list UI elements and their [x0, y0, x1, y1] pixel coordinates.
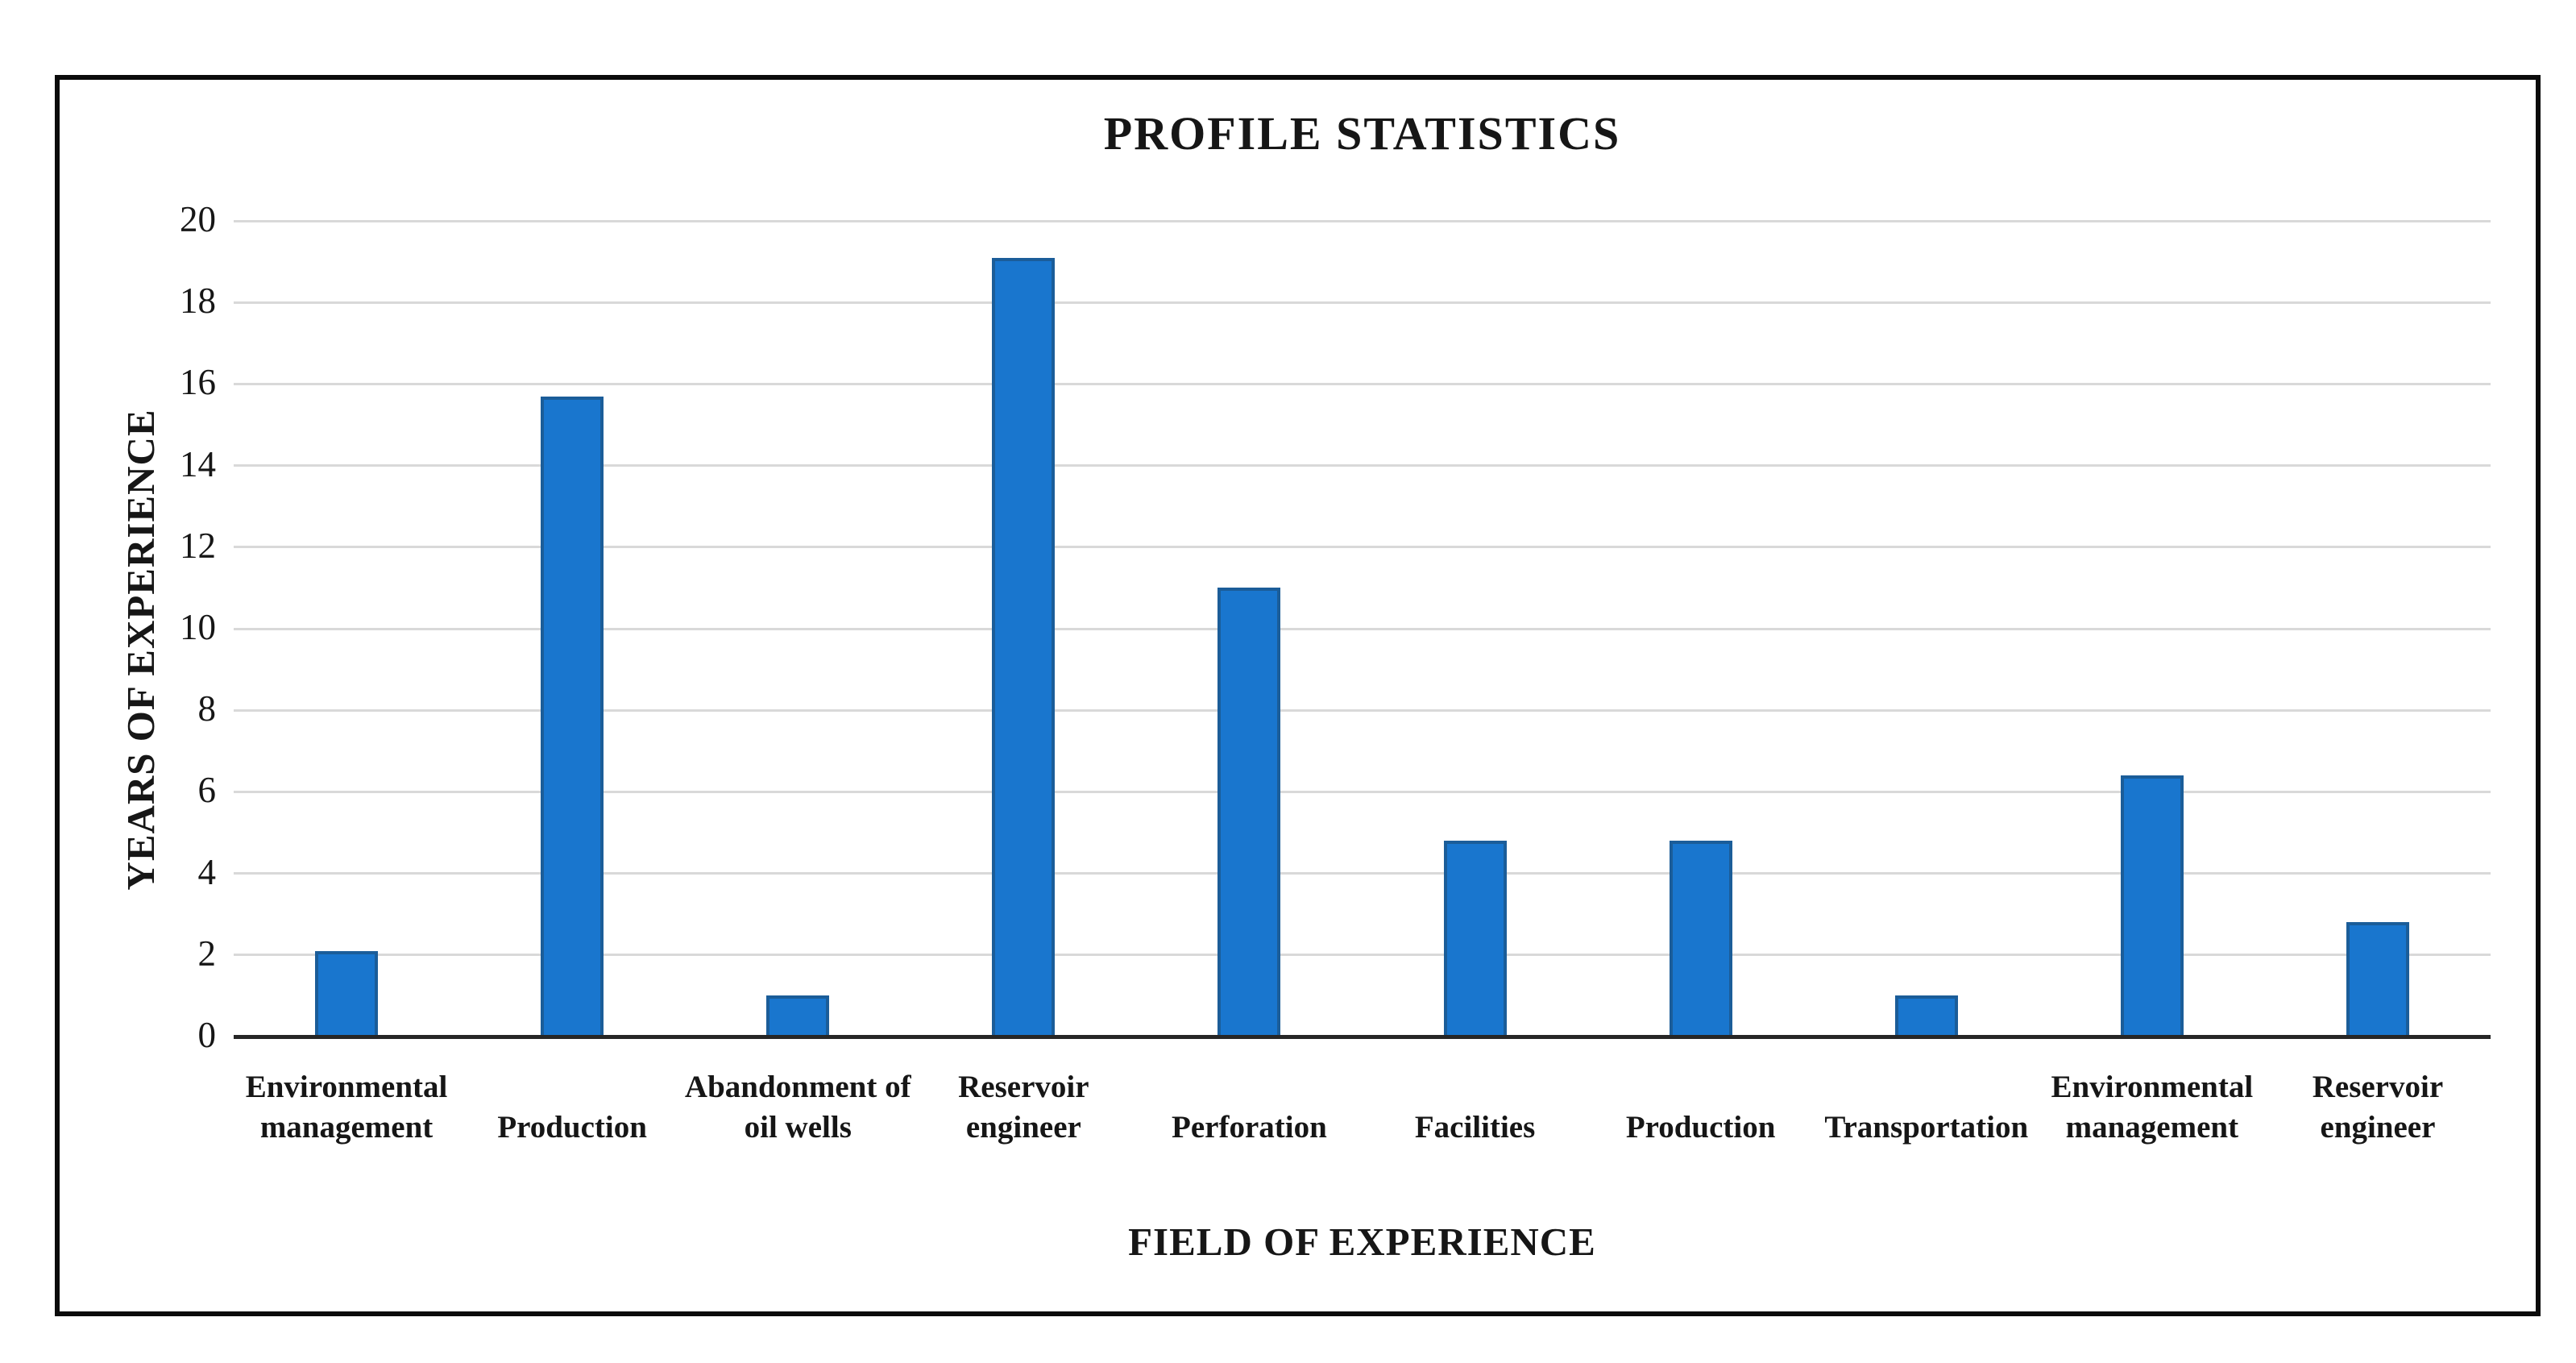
gridline-2	[234, 954, 2491, 957]
gridline-10	[234, 627, 2491, 630]
category-label-0: Environmental management	[209, 1053, 483, 1148]
gridline-14	[234, 464, 2491, 467]
bar-7	[1894, 995, 1958, 1039]
y-tick-label-20: 20	[180, 199, 216, 239]
y-tick-label-12: 12	[180, 525, 216, 566]
chart-outer-frame	[55, 75, 2541, 1316]
y-tick-label-10: 10	[180, 607, 216, 647]
category-label-3: Reservoir engineer	[886, 1053, 1160, 1148]
bar-0	[315, 950, 379, 1039]
category-label-7: Transportation	[1790, 1053, 2064, 1148]
category-label-6: Production	[1564, 1053, 1838, 1148]
category-label-line: Facilities	[1414, 1110, 1536, 1145]
category-label-line: Environmental	[245, 1070, 448, 1104]
category-label-line: management	[259, 1110, 433, 1145]
category-label-9: Reservoir engineer	[2241, 1053, 2515, 1148]
gridline-18	[234, 301, 2491, 304]
y-tick-label-18: 18	[180, 280, 216, 322]
y-tick-label-6: 6	[197, 770, 217, 811]
gridline-6	[234, 790, 2491, 793]
y-tick-label-4: 4	[197, 851, 217, 892]
y-tick-label-0: 0	[197, 1015, 217, 1055]
bar-1	[541, 396, 604, 1039]
bar-6	[1669, 841, 1732, 1039]
bar-5	[1443, 841, 1507, 1039]
chart-title: PROFILE STATISTICS	[1103, 107, 1621, 160]
bar-2	[766, 995, 830, 1039]
category-label-line: Production	[1625, 1110, 1776, 1145]
category-label-line: Abandonment of	[684, 1070, 911, 1104]
category-label-line: Transportation	[1824, 1110, 2029, 1145]
bar-3	[992, 257, 1056, 1039]
category-label-line: Perforation	[1172, 1110, 1327, 1145]
category-label-line: Environmental	[2051, 1070, 2254, 1104]
category-label-4: Perforation	[1112, 1053, 1386, 1148]
category-label-1: Production	[435, 1053, 709, 1148]
gridline-16	[234, 382, 2491, 385]
y-tick-label-14: 14	[180, 443, 216, 484]
category-label-line: management	[2065, 1110, 2239, 1145]
category-label-line: engineer	[965, 1110, 1081, 1145]
category-label-line: engineer	[2320, 1110, 2436, 1145]
bar-9	[2346, 922, 2409, 1039]
gridline-8	[234, 709, 2491, 712]
category-label-8: Environmental management	[2015, 1053, 2289, 1148]
category-label-line: Reservoir	[958, 1070, 1089, 1104]
bar-8	[2120, 775, 2184, 1039]
y-tick-label-16: 16	[180, 362, 216, 403]
gridline-12	[234, 546, 2491, 549]
gridline-20	[234, 219, 2491, 222]
x-axis-title: FIELD OF EXPERIENCE	[1128, 1220, 1596, 1264]
category-label-2: Abandonment of oil wells	[661, 1053, 935, 1148]
category-label-line: oil wells	[744, 1110, 852, 1145]
category-label-5: Facilities	[1338, 1053, 1612, 1148]
bar-4	[1217, 588, 1281, 1039]
y-tick-label-8: 8	[197, 688, 217, 729]
y-tick-label-2: 2	[197, 933, 217, 974]
x-axis-line	[234, 1035, 2491, 1039]
category-label-line: Production	[497, 1110, 647, 1145]
category-label-line: Reservoir	[2312, 1070, 2444, 1104]
gridline-4	[234, 872, 2491, 875]
